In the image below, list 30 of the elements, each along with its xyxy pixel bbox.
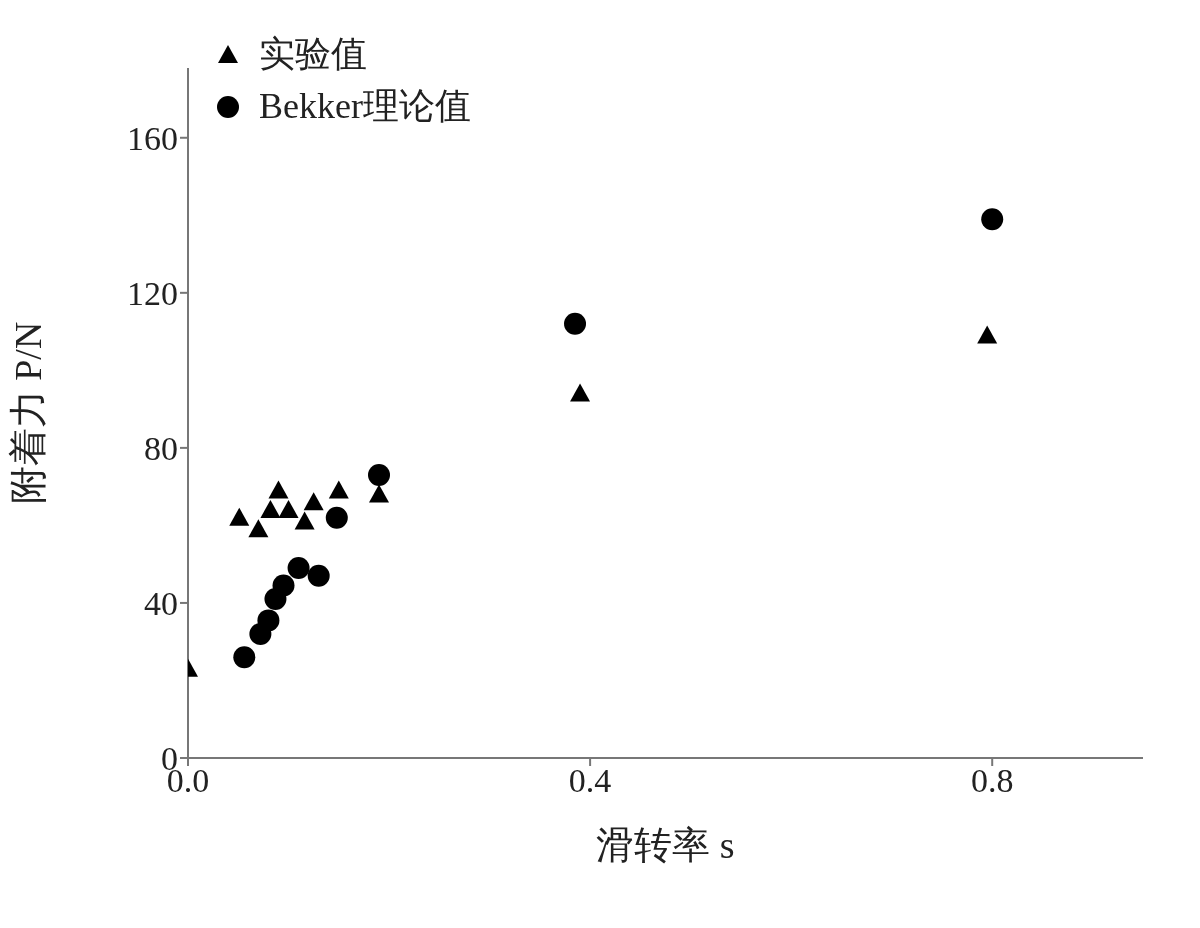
point (294, 511, 315, 530)
point (278, 499, 299, 518)
y-tick-label: 80 (144, 429, 178, 467)
x-tick-label: 0.4 (568, 762, 612, 800)
y-tick-label: 120 (127, 274, 178, 312)
point (229, 507, 250, 526)
y-tick-label: 40 (144, 585, 178, 623)
legend-label: Bekker理论值 (259, 85, 471, 128)
y-axis-title: 附着力 P/N (7, 321, 50, 505)
point (328, 480, 349, 499)
point (981, 208, 1004, 231)
point (368, 464, 390, 487)
point (257, 609, 280, 632)
point (287, 557, 310, 580)
point (325, 506, 348, 529)
point (564, 312, 587, 335)
point (268, 480, 289, 499)
point (260, 499, 281, 518)
x-tick-label: 0.8 (970, 762, 1014, 800)
point (248, 519, 269, 538)
point (570, 383, 591, 402)
y-tick-label: 160 (127, 119, 178, 157)
point (369, 484, 389, 503)
point (272, 574, 295, 597)
point (303, 492, 324, 511)
point (307, 564, 330, 587)
x-axis-title: 滑转率 s (596, 824, 735, 866)
point (977, 325, 998, 344)
point (233, 646, 256, 669)
legend-label: 实验值 (259, 33, 367, 76)
